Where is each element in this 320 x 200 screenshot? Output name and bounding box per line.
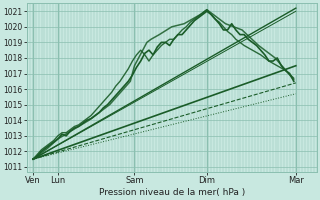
- X-axis label: Pression niveau de la mer( hPa ): Pression niveau de la mer( hPa ): [99, 188, 245, 197]
